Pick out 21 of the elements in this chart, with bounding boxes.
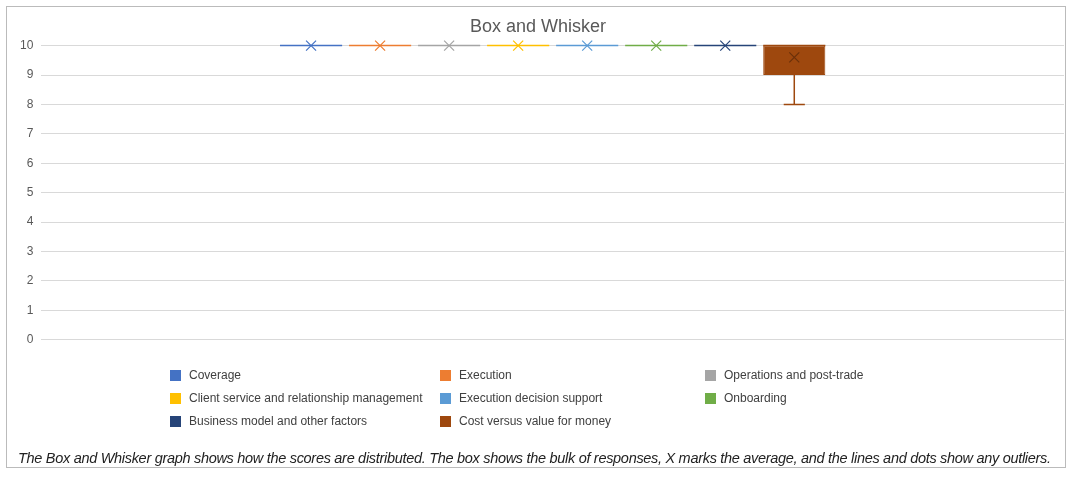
y-tick-label: 10 <box>19 37 34 52</box>
y-tick-label: 0 <box>26 332 34 347</box>
legend-label: Execution <box>459 368 512 382</box>
legend-label: Coverage <box>189 368 242 382</box>
y-tick-label: 4 <box>26 214 34 229</box>
legend-label: Business model and other factors <box>189 414 368 428</box>
legend-label: Operations and post-trade <box>724 368 864 382</box>
y-tick-label: 5 <box>26 185 34 200</box>
chart-title: Box and Whisker <box>469 15 607 36</box>
y-tick-label: 1 <box>26 302 34 317</box>
y-tick-label: 6 <box>26 155 34 170</box>
y-tick-label: 8 <box>26 96 34 111</box>
y-tick-label: 2 <box>26 273 34 288</box>
legend-label: Cost versus value for money <box>459 414 612 428</box>
y-tick-label: 9 <box>26 67 34 82</box>
y-tick-label: 3 <box>26 243 34 258</box>
legend-label: Execution decision support <box>459 391 603 405</box>
legend-label: Client service and relationship management <box>189 391 423 405</box>
y-tick-label: 7 <box>26 126 34 141</box>
text: The Box and Whisker graph shows how the scores are distributed. The box shows the bulk of responses, X marks the average, and the lines and dots show any outliers. <box>18 450 1051 466</box>
legend-label: Onboarding <box>724 391 787 405</box>
